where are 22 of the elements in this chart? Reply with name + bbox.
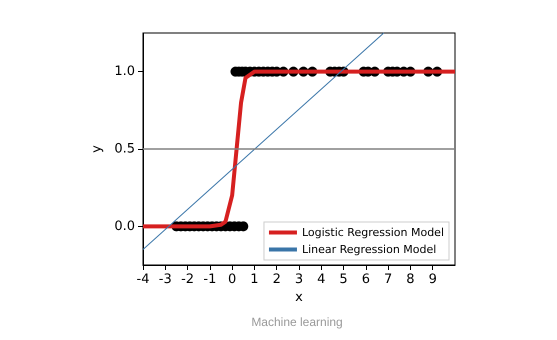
- x-tick-label: 8: [406, 272, 415, 287]
- x-tick-label: -1: [203, 272, 216, 287]
- x-tick-label: 2: [272, 272, 281, 287]
- y-axis-title: y: [89, 144, 104, 153]
- x-tick-label: 1: [250, 272, 259, 287]
- x-tick-label: 7: [384, 272, 392, 287]
- y-tick-label: 0.5: [114, 142, 135, 156]
- x-tick-label: 0: [228, 272, 236, 287]
- x-tick-label: -4: [136, 272, 150, 287]
- x-tick-label: 5: [339, 272, 348, 287]
- legend-label: Logistic Regression Model: [302, 226, 444, 239]
- x-axis-title: x: [295, 290, 304, 305]
- legend-label: Linear Regression Model: [302, 243, 436, 256]
- x-tick-label: 3: [294, 272, 304, 287]
- text: Machine learning: [251, 315, 343, 329]
- x-tick-label: -2: [181, 272, 194, 287]
- x-tick-label: 9: [428, 272, 437, 287]
- x-tick-label: -3: [158, 272, 172, 287]
- x-tick-label: 4: [317, 272, 326, 287]
- x-tick-label: 6: [362, 272, 370, 287]
- y-tick-label: 0.0: [114, 218, 135, 234]
- y-tick-label: 1.0: [114, 64, 135, 80]
